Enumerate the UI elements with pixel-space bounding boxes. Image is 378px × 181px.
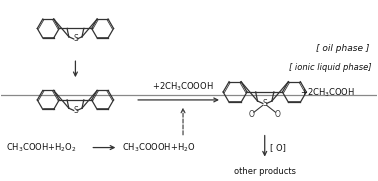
Text: O: O [249,110,254,119]
Text: [ ionic liquid phase]: [ ionic liquid phase] [289,63,371,72]
Text: CH$_3$COOOH+H$_2$O: CH$_3$COOOH+H$_2$O [122,141,196,154]
Text: S: S [73,34,78,43]
Text: other products: other products [234,167,296,176]
Text: +2CH$_3$COOOH: +2CH$_3$COOOH [152,81,214,93]
Text: [ oil phase ]: [ oil phase ] [316,44,369,53]
Text: +2CH$_3$COOH: +2CH$_3$COOH [300,87,355,99]
Text: S: S [262,99,267,108]
Text: [ O]: [ O] [270,143,285,152]
Text: CH$_3$COOH+H$_2$O$_2$: CH$_3$COOH+H$_2$O$_2$ [6,141,76,154]
Text: O: O [275,110,281,119]
Text: S: S [73,106,78,115]
